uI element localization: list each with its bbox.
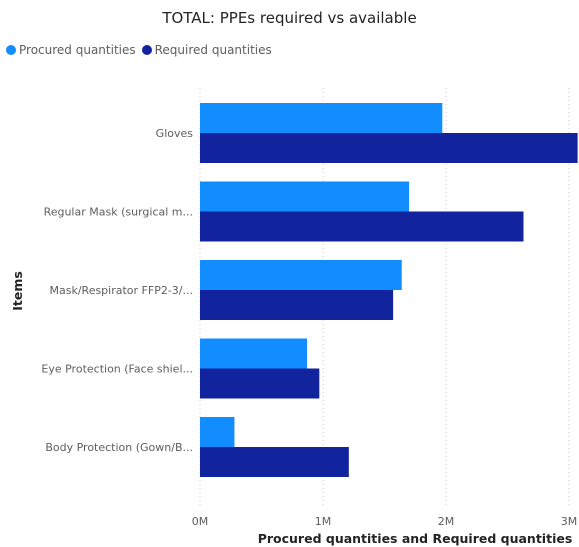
x-tick-label-2m: 2M	[438, 515, 455, 528]
legend-item-procured[interactable]: Procured quantities	[6, 43, 136, 57]
bar-required-quantities-0[interactable]	[200, 133, 578, 163]
bar-procured-quantities-1[interactable]	[200, 181, 410, 212]
x-tick-labels: 0M 1M 2M 3M	[192, 515, 578, 528]
category-label-2: Mask/Respirator FFP2-3/...	[50, 284, 194, 297]
legend-dot-procured	[6, 45, 16, 55]
bar-required-quantities-2[interactable]	[200, 290, 394, 320]
legend-item-required[interactable]: Required quantities	[141, 43, 272, 57]
bar-procured-quantities-0[interactable]	[200, 103, 443, 133]
bar-procured-quantities-3[interactable]	[200, 338, 308, 369]
x-axis-title: Procured quantities and Required quantit…	[258, 531, 573, 546]
legend: Procured quantities Required quantities	[6, 42, 278, 58]
x-tick-label-0m: 0M	[192, 515, 209, 528]
bar-required-quantities-3[interactable]	[200, 368, 320, 399]
legend-label-procured: Procured quantities	[19, 43, 136, 57]
category-label-3: Eye Protection (Face shiel...	[41, 363, 193, 376]
bar-required-quantities-1[interactable]	[200, 211, 524, 242]
category-labels: Gloves Regular Mask (surgical m... Mask/Re…	[41, 127, 193, 454]
bar-required-quantities-4[interactable]	[200, 447, 349, 477]
category-label-1: Regular Mask (surgical m...	[44, 206, 193, 219]
legend-dot-required	[141, 45, 152, 55]
x-tick-label-1m: 1M	[315, 515, 332, 528]
bar-procured-quantities-2[interactable]	[200, 260, 402, 290]
x-tick-label-3m: 3M	[561, 515, 578, 528]
bar-procured-quantities-4[interactable]	[200, 417, 235, 447]
legend-label-required: Required quantities	[154, 43, 272, 57]
y-axis-title: Items	[10, 271, 25, 311]
bars	[200, 103, 578, 477]
category-label-0: Gloves	[156, 127, 194, 140]
category-label-4: Body Protection (Gown/B...	[45, 441, 193, 454]
chart-title: TOTAL: PPEs required vs available	[162, 9, 417, 27]
